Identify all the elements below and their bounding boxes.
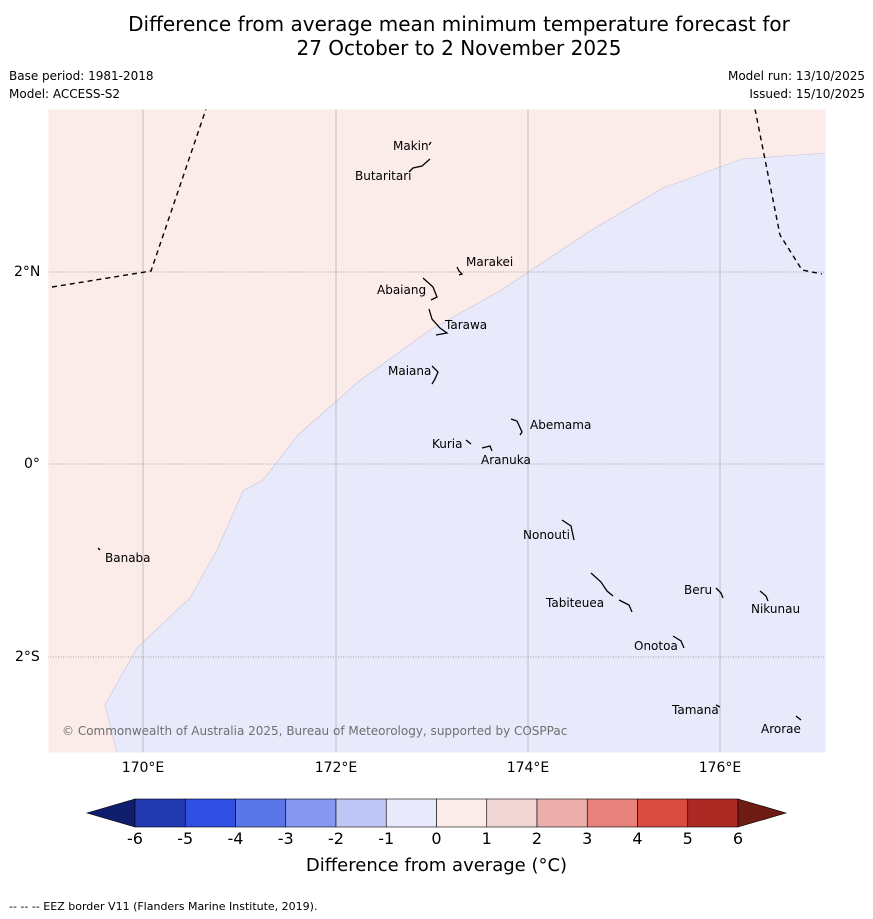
place-label-tarawa: Tarawa bbox=[445, 318, 488, 332]
place-label-nikunau: Nikunau bbox=[751, 602, 801, 616]
place-label-maiana: Maiana bbox=[388, 364, 432, 378]
place-label-banaba: Banaba bbox=[105, 551, 151, 565]
island-beru bbox=[715, 587, 724, 599]
island-nonouti bbox=[561, 519, 575, 541]
copyright-notice: © Commonwealth of Australia 2025, Bureau… bbox=[62, 724, 568, 738]
colorbar-tick-label: 0 bbox=[431, 829, 442, 848]
lat-label-0: 0° bbox=[24, 456, 40, 472]
place-label-nonouti: Nonouti bbox=[523, 528, 570, 542]
eez-border-west bbox=[51, 109, 207, 288]
colorbar bbox=[85, 798, 788, 828]
island-tarawa bbox=[428, 308, 449, 336]
colorbar-tick-label: 3 bbox=[582, 829, 593, 848]
island-butaritari bbox=[408, 158, 431, 173]
lon-label-170e: 170°E bbox=[121, 760, 165, 776]
title-line-1: Difference from average mean minimum tem… bbox=[128, 12, 790, 36]
island-kuria bbox=[465, 439, 472, 445]
colorbar-segment bbox=[335, 798, 387, 828]
graticule bbox=[142, 109, 721, 753]
lat-label-2n: 2°N bbox=[14, 264, 41, 280]
eez-border-east bbox=[754, 109, 823, 275]
colorbar-extend-low bbox=[85, 798, 136, 828]
colorbar-tick-label: -6 bbox=[127, 829, 143, 848]
lon-label-172e: 172°E bbox=[314, 760, 358, 776]
colorbar-segment bbox=[687, 798, 739, 828]
island-aranuka bbox=[481, 445, 493, 452]
issued-date: Issued: 15/10/2025 bbox=[749, 87, 865, 101]
place-label-abaiang: Abaiang bbox=[377, 283, 427, 297]
island-maiana bbox=[431, 365, 439, 385]
eez-borders bbox=[51, 109, 823, 288]
island-onotoa bbox=[672, 635, 685, 649]
colorbar-tick-label: 6 bbox=[732, 829, 744, 848]
place-label-tabiteuea: Tabiteuea bbox=[546, 596, 605, 610]
place-label-butaritari: Butaritari bbox=[355, 169, 412, 183]
colorbar-segment bbox=[134, 798, 186, 828]
colorbar-tick-label: -3 bbox=[277, 829, 294, 848]
colorbar-tick-label: 2 bbox=[531, 829, 543, 848]
place-label-arorae: Arorae bbox=[761, 722, 801, 736]
title-line-2: 27 October to 2 November 2025 bbox=[296, 36, 622, 60]
eez-footer-note: -- -- -- EEZ border V11 (Flanders Marine… bbox=[9, 900, 318, 913]
island-abaiang bbox=[422, 277, 438, 301]
base-period: Base period: 1981-2018 bbox=[9, 69, 154, 83]
colorbar-segment bbox=[586, 798, 638, 828]
island-marakei bbox=[456, 266, 464, 276]
cool-zone-fill bbox=[104, 152, 826, 753]
meta-left: Base period: 1981-2018 Model: ACCESS-S2 bbox=[9, 67, 154, 103]
island-tabiteuea-north bbox=[590, 572, 614, 597]
colorbar-segment bbox=[285, 798, 337, 828]
colorbar-extend-high bbox=[737, 798, 788, 828]
island-nikunau bbox=[759, 590, 769, 602]
chart-title: Difference from average mean minimum tem… bbox=[0, 12, 873, 60]
colorbar-segment bbox=[637, 798, 689, 828]
parallels bbox=[48, 271, 826, 658]
island-makin bbox=[428, 141, 432, 146]
island-tamana bbox=[715, 704, 721, 708]
colorbar-segment bbox=[436, 798, 488, 828]
lon-label-176e: 176°E bbox=[698, 760, 742, 776]
colorbar-tick-label: -1 bbox=[378, 829, 395, 848]
colorbar-segment bbox=[486, 798, 538, 828]
island-tabiteuea-south bbox=[618, 599, 633, 613]
colorbar-tick-label: 5 bbox=[682, 829, 693, 848]
colorbar-label: Difference from average (°C) bbox=[305, 855, 568, 876]
place-label-aranuka: Aranuka bbox=[481, 453, 531, 467]
colorbar-tick-label: -2 bbox=[328, 829, 344, 848]
colorbar-segment bbox=[184, 798, 236, 828]
island-arorae bbox=[795, 715, 802, 721]
place-label-onotoa: Onotoa bbox=[634, 639, 678, 653]
meta-right: Model run: 13/10/2025 Issued: 15/10/2025 bbox=[728, 67, 865, 103]
place-label-makin: Makin bbox=[393, 139, 429, 153]
place-label-tamana: Tamana bbox=[672, 703, 719, 717]
island-abemama bbox=[510, 418, 523, 436]
colorbar-tick-label: -4 bbox=[227, 829, 244, 848]
lat-label-2s: 2°S bbox=[15, 649, 40, 665]
colorbar-segment bbox=[385, 798, 437, 828]
place-label-abemama: Abemama bbox=[530, 418, 592, 432]
colorbar-tick-label: 1 bbox=[481, 829, 492, 848]
colorbar-segment bbox=[235, 798, 287, 828]
colorbar-tick-label: 4 bbox=[632, 829, 643, 848]
place-label-kuria: Kuria bbox=[432, 437, 463, 451]
lon-label-174e: 174°E bbox=[506, 760, 550, 776]
map-frame bbox=[47, 108, 827, 754]
model-run: Model run: 13/10/2025 bbox=[727, 69, 865, 83]
islands bbox=[97, 141, 802, 721]
model-name: Model: ACCESS-S2 bbox=[9, 87, 121, 101]
place-label-beru: Beru bbox=[684, 583, 713, 597]
colorbar-segment bbox=[536, 798, 588, 828]
island-banaba bbox=[97, 547, 101, 551]
place-label-marakei: Marakei bbox=[466, 255, 514, 269]
colorbar-tick-label: -5 bbox=[177, 829, 194, 848]
